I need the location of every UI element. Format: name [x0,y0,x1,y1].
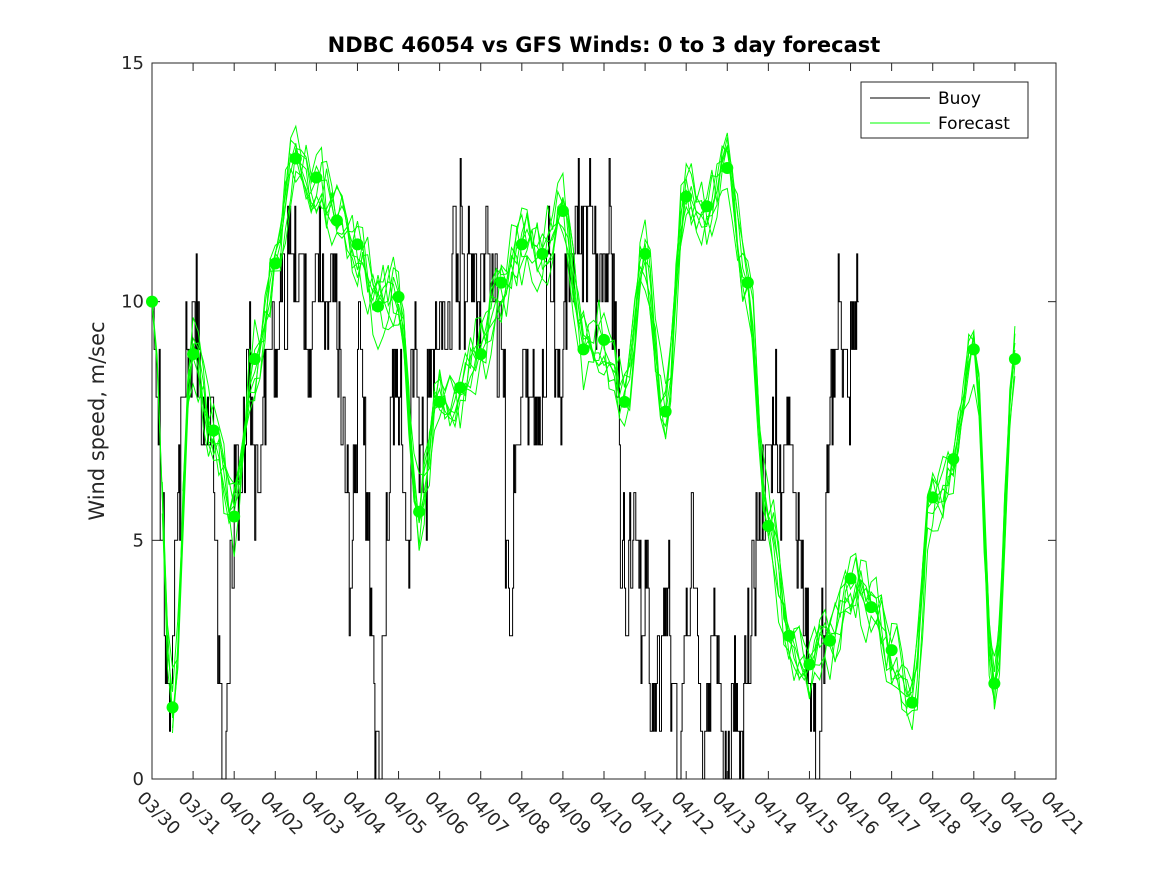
forecast-point [577,343,590,356]
forecast-point [289,152,302,165]
forecast-point [433,395,446,408]
forecast-point [146,295,158,308]
y-tick-label: 15 [121,53,144,74]
forecast-point [680,190,693,203]
legend-buoy-label: Buoy [938,89,981,109]
forecast-point [372,300,384,313]
forecast-point [762,520,775,533]
buoy-line [152,158,859,780]
forecast-point [1008,352,1021,365]
forecast-point [392,290,405,303]
forecast-point [926,491,939,504]
forecast-line [151,144,1016,709]
legend-forecast-label: Forecast [938,114,1010,134]
forecast-point [700,200,713,213]
forecast-point [248,352,261,365]
forecast-line [182,138,1016,704]
forecast-point [659,405,672,418]
forecast-point [515,238,528,251]
legend-box [860,81,1029,139]
forecast-point [618,395,631,408]
forecast-point [865,601,878,614]
forecast-point [166,701,179,714]
forecast-point [906,696,919,709]
forecast-point [269,257,282,270]
forecast-point [844,572,857,585]
forecast-point [824,634,836,647]
forecast-point [495,276,508,289]
forecast-point [413,505,426,518]
forecast-point [741,276,754,289]
forecast-point [536,247,549,260]
forecast-point [207,424,220,437]
forecast-point [967,343,980,356]
forecast-point [803,658,816,671]
y-tick-label: 0 [133,769,144,790]
forecast-point [721,162,734,175]
forecast-point [474,348,487,361]
forecast-point [947,453,960,466]
forecast-point [556,204,569,217]
y-tick-label: 10 [121,292,144,313]
forecast-point [330,214,343,227]
forecast-point [454,381,467,394]
forecast-point [639,247,652,260]
forecast-point [988,677,1001,690]
y-axis-label: Wind speed, m/sec [85,321,109,520]
forecast-point [782,629,795,642]
forecast-point [598,333,610,346]
forecast-point [187,348,200,361]
forecast-point [351,238,364,251]
legend: Buoy Forecast [860,81,1029,139]
chart-title: NDBC 46054 vs GFS Winds: 0 to 3 day fore… [328,33,881,57]
y-tick-label: 5 [133,530,144,551]
plot-area: 05101503/3003/3104/0104/0204/0304/0404/0… [121,53,1088,839]
forecast-point [228,510,241,523]
forecast-point [885,644,898,657]
forecast-point [310,171,323,184]
